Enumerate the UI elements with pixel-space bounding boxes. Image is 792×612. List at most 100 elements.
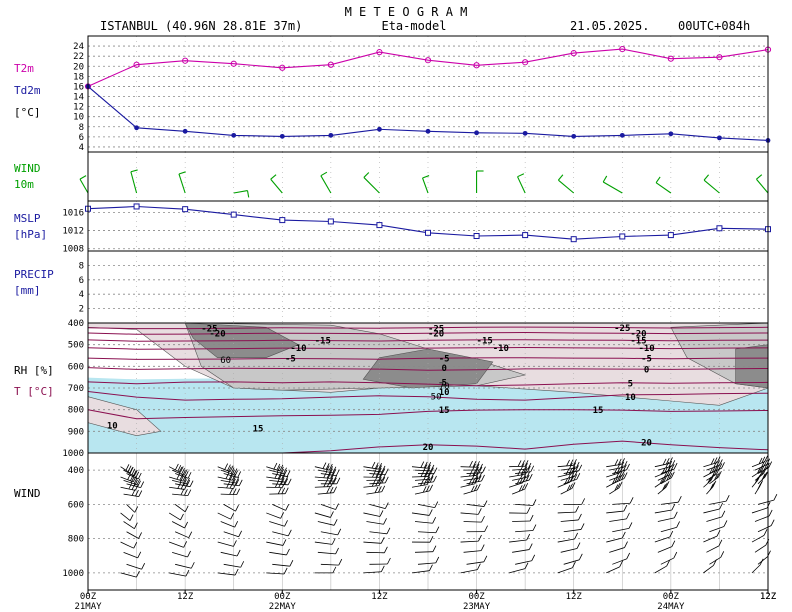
y-tick-label: 16 [73,82,84,92]
upper-wind-barb [757,499,774,505]
data-point-mslp [522,232,529,239]
upper-wind-barb-flag [532,524,537,531]
upper-wind-barb-flag [718,539,723,547]
upper-wind-barb-flag [435,556,440,564]
upper-wind-barb-flag [623,504,628,512]
upper-wind-barb-flag [670,471,675,478]
upper-wind-barb-flag [477,508,482,515]
upper-wind-barb-flag [524,460,529,467]
upper-wind-barb-flag [375,474,379,481]
rh-contour-label: 50 [431,393,442,403]
upper-wind-barb-flag [475,466,479,474]
upper-wind-barb-flag [626,463,630,471]
upper-wind-barb [223,504,236,512]
wind10m-barb [703,179,720,194]
upper-wind-barb-flag [384,468,389,475]
wind10m-barb-flag [246,190,250,198]
upper-wind-barb-flag [757,467,761,474]
upper-wind-barb-flag [378,479,383,486]
temperature-label: [°C] [14,106,41,119]
upper-wind-barb [754,544,767,553]
upper-wind-barb-flag [185,569,190,577]
y-tick-label: 8 [79,261,84,271]
temperature-panel-frame [87,35,769,153]
data-point-t2m [424,57,432,64]
upper-wind-barb [123,521,135,530]
wind10m-barb [363,177,380,194]
upper-wind-barb-flag [322,462,327,469]
upper-wind-barb-flag [677,496,682,503]
upper-wind-barb-flag [763,529,768,536]
upper-wind-barb [363,485,380,488]
upper-wind-barb-flag [665,457,670,465]
upper-wind-barb-flag [713,559,717,566]
upper-wind-barb-flag [329,474,334,482]
upper-wind-barb-flag [133,542,138,549]
upper-wind-barb-flag [374,462,379,469]
upper-wind-barb-flag [616,467,621,474]
upper-wind-barb [606,537,623,543]
upper-wind-barb [609,547,625,553]
upper-wind-barb-flag [229,482,234,489]
upper-wind-barb-flag [470,485,475,492]
upper-wind-barb [217,486,234,489]
data-point-mslp [376,222,383,229]
upper-wind-barb-flag [184,505,189,513]
upper-wind-barb-flag [188,531,193,538]
upper-wind-barb-flag [184,521,189,529]
upper-wind-barb-flag [714,473,718,481]
upper-wind-barb [220,493,237,496]
upper-wind-barb-flag [671,460,676,467]
upper-wind-barb-flag [526,507,531,514]
isotherm-label: -5 [641,355,652,365]
upper-wind-barb [217,541,234,547]
upper-wind-barb-flag [569,459,574,466]
mslp-label: MSLP [14,212,41,225]
upper-wind-barb-flag [709,483,714,491]
rh-contour-label: 70 [439,382,450,392]
data-point-td2m [134,125,139,131]
upper-wind-barb [369,531,388,535]
upper-wind-barb-flag [381,476,386,484]
upper-wind-barb-flag [719,459,723,466]
upper-wind-barb-flag [721,510,726,518]
upper-wind-barb [123,551,138,559]
upper-wind-barb-flag [338,558,343,566]
upper-wind-barb-flag [138,490,143,497]
wind10m-barb [602,181,623,194]
upper-wind-barb-flag [521,484,526,491]
upper-wind-barb-flag [129,466,134,474]
upper-wind-barb [557,511,576,514]
plot-area: 4681012141618202224T2mTd2m[°C]WIND10m100… [14,35,778,612]
data-point-mslp [133,203,140,210]
upper-wind-barb-flag [757,483,761,490]
upper-wind-barb [272,531,289,537]
upper-wind-barb [606,472,620,478]
upper-wind-barb-flag [526,465,531,473]
upper-wind-barb-flag [234,520,239,528]
data-point-t2m [279,64,286,71]
upper-wind-barb-flag [281,481,286,488]
upper-wind-barb-flag [532,499,537,506]
wind10m-barb-flag [363,172,370,178]
upper-wind-barb-flag [573,474,578,481]
data-point-t2m [327,61,334,68]
upper-wind-barb-flag [323,471,328,478]
y-tick-label: 24 [73,42,84,52]
upper-wind-barb [512,549,530,553]
upper-wind-barb [466,480,482,485]
upper-wind-barb-flag [527,462,532,470]
upper-wind-barb-flag [136,478,141,485]
y-tick-label: 6 [79,276,84,286]
isotherm-label: -10 [493,344,509,354]
run-label: 00UTC+084h [678,19,750,33]
upper-wind-barb-flag [773,493,778,501]
upper-wind-barb-flag [522,476,526,484]
upper-wind-barb [563,559,580,565]
upper-wind-barb [515,503,534,506]
x-date-label: 23MAY [463,602,491,612]
upper-wind-barb [168,512,181,521]
upper-wind-barb-flag [519,477,523,485]
upper-wind-barb-flag [330,511,334,518]
upper-wind-barb-flag [571,471,575,478]
